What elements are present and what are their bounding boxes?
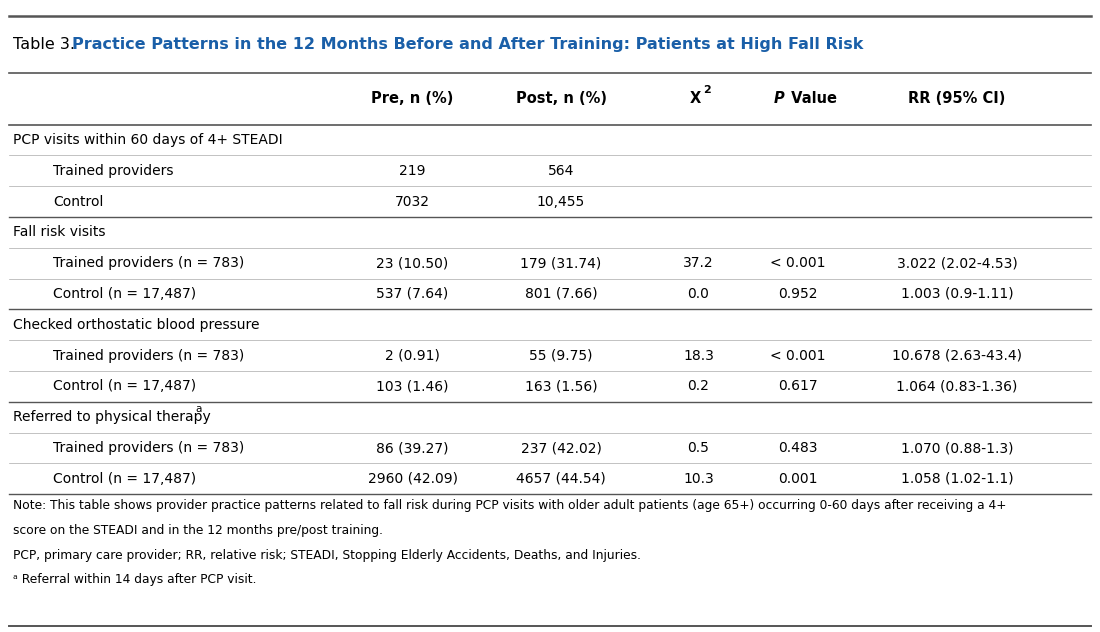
Text: Post, n (%): Post, n (%) — [516, 91, 606, 106]
Text: 2960 (42.09): 2960 (42.09) — [367, 472, 458, 486]
Text: 564: 564 — [548, 164, 574, 178]
Text: Control (n = 17,487): Control (n = 17,487) — [53, 287, 196, 301]
Text: Checked orthostatic blood pressure: Checked orthostatic blood pressure — [13, 318, 260, 332]
Text: PCP visits within 60 days of 4+ STEADI: PCP visits within 60 days of 4+ STEADI — [13, 133, 283, 147]
Text: 0.0: 0.0 — [688, 287, 710, 301]
Text: 37.2: 37.2 — [683, 256, 714, 270]
Text: Note: This table shows provider practice patterns related to fall risk during PC: Note: This table shows provider practice… — [13, 499, 1007, 513]
Text: Value: Value — [786, 91, 837, 106]
Text: 10.678 (2.63-43.4): 10.678 (2.63-43.4) — [892, 349, 1022, 363]
Text: 18.3: 18.3 — [683, 349, 714, 363]
Text: 1.064 (0.83-1.36): 1.064 (0.83-1.36) — [896, 379, 1018, 393]
Text: 23 (10.50): 23 (10.50) — [376, 256, 449, 270]
Text: 163 (1.56): 163 (1.56) — [525, 379, 597, 393]
Text: 0.483: 0.483 — [778, 441, 817, 455]
Text: 0.617: 0.617 — [778, 379, 817, 393]
Text: Control (n = 17,487): Control (n = 17,487) — [53, 472, 196, 486]
Text: 179 (31.74): 179 (31.74) — [520, 256, 602, 270]
Text: Referred to physical therapy: Referred to physical therapy — [13, 410, 211, 424]
Text: score on the STEADI and in the 12 months pre/post training.: score on the STEADI and in the 12 months… — [13, 524, 383, 537]
Text: 0.952: 0.952 — [778, 287, 817, 301]
Text: 55 (9.75): 55 (9.75) — [529, 349, 593, 363]
Text: 237 (42.02): 237 (42.02) — [520, 441, 602, 455]
Text: Trained providers (n = 783): Trained providers (n = 783) — [53, 349, 244, 363]
Text: 2: 2 — [703, 85, 711, 95]
Text: RR (95% CI): RR (95% CI) — [909, 91, 1005, 106]
Text: < 0.001: < 0.001 — [770, 349, 825, 363]
Text: Trained providers: Trained providers — [53, 164, 174, 178]
Text: 10.3: 10.3 — [683, 472, 714, 486]
Text: 0.001: 0.001 — [778, 472, 817, 486]
Text: 10,455: 10,455 — [537, 195, 585, 209]
Text: 0.2: 0.2 — [688, 379, 710, 393]
Text: 3.022 (2.02-4.53): 3.022 (2.02-4.53) — [896, 256, 1018, 270]
Text: 103 (1.46): 103 (1.46) — [376, 379, 449, 393]
Text: 86 (39.27): 86 (39.27) — [376, 441, 449, 455]
Text: 537 (7.64): 537 (7.64) — [376, 287, 449, 301]
Text: a: a — [195, 404, 201, 414]
Text: 219: 219 — [399, 164, 426, 178]
Text: Trained providers (n = 783): Trained providers (n = 783) — [53, 256, 244, 270]
Text: 7032: 7032 — [395, 195, 430, 209]
Text: Practice Patterns in the 12 Months Before and After Training: Patients at High F: Practice Patterns in the 12 Months Befor… — [73, 37, 864, 52]
Text: Control: Control — [53, 195, 103, 209]
Text: Control (n = 17,487): Control (n = 17,487) — [53, 379, 196, 393]
Text: Pre, n (%): Pre, n (%) — [372, 91, 453, 106]
Text: Trained providers (n = 783): Trained providers (n = 783) — [53, 441, 244, 455]
Text: X: X — [690, 91, 701, 106]
Text: 4657 (44.54): 4657 (44.54) — [516, 472, 606, 486]
Text: ᵃ Referral within 14 days after PCP visit.: ᵃ Referral within 14 days after PCP visi… — [13, 573, 256, 586]
Text: 1.058 (1.02-1.1): 1.058 (1.02-1.1) — [901, 472, 1013, 486]
Text: 0.5: 0.5 — [688, 441, 710, 455]
Text: 801 (7.66): 801 (7.66) — [525, 287, 597, 301]
Text: 1.003 (0.9-1.11): 1.003 (0.9-1.11) — [901, 287, 1013, 301]
Text: Table 3.: Table 3. — [13, 37, 80, 52]
Text: Fall risk visits: Fall risk visits — [13, 226, 106, 240]
Text: 1.070 (0.88-1.3): 1.070 (0.88-1.3) — [901, 441, 1013, 455]
Text: < 0.001: < 0.001 — [770, 256, 825, 270]
Text: P: P — [773, 91, 784, 106]
Text: 2 (0.91): 2 (0.91) — [385, 349, 440, 363]
Text: PCP, primary care provider; RR, relative risk; STEADI, Stopping Elderly Accident: PCP, primary care provider; RR, relative… — [13, 549, 641, 562]
